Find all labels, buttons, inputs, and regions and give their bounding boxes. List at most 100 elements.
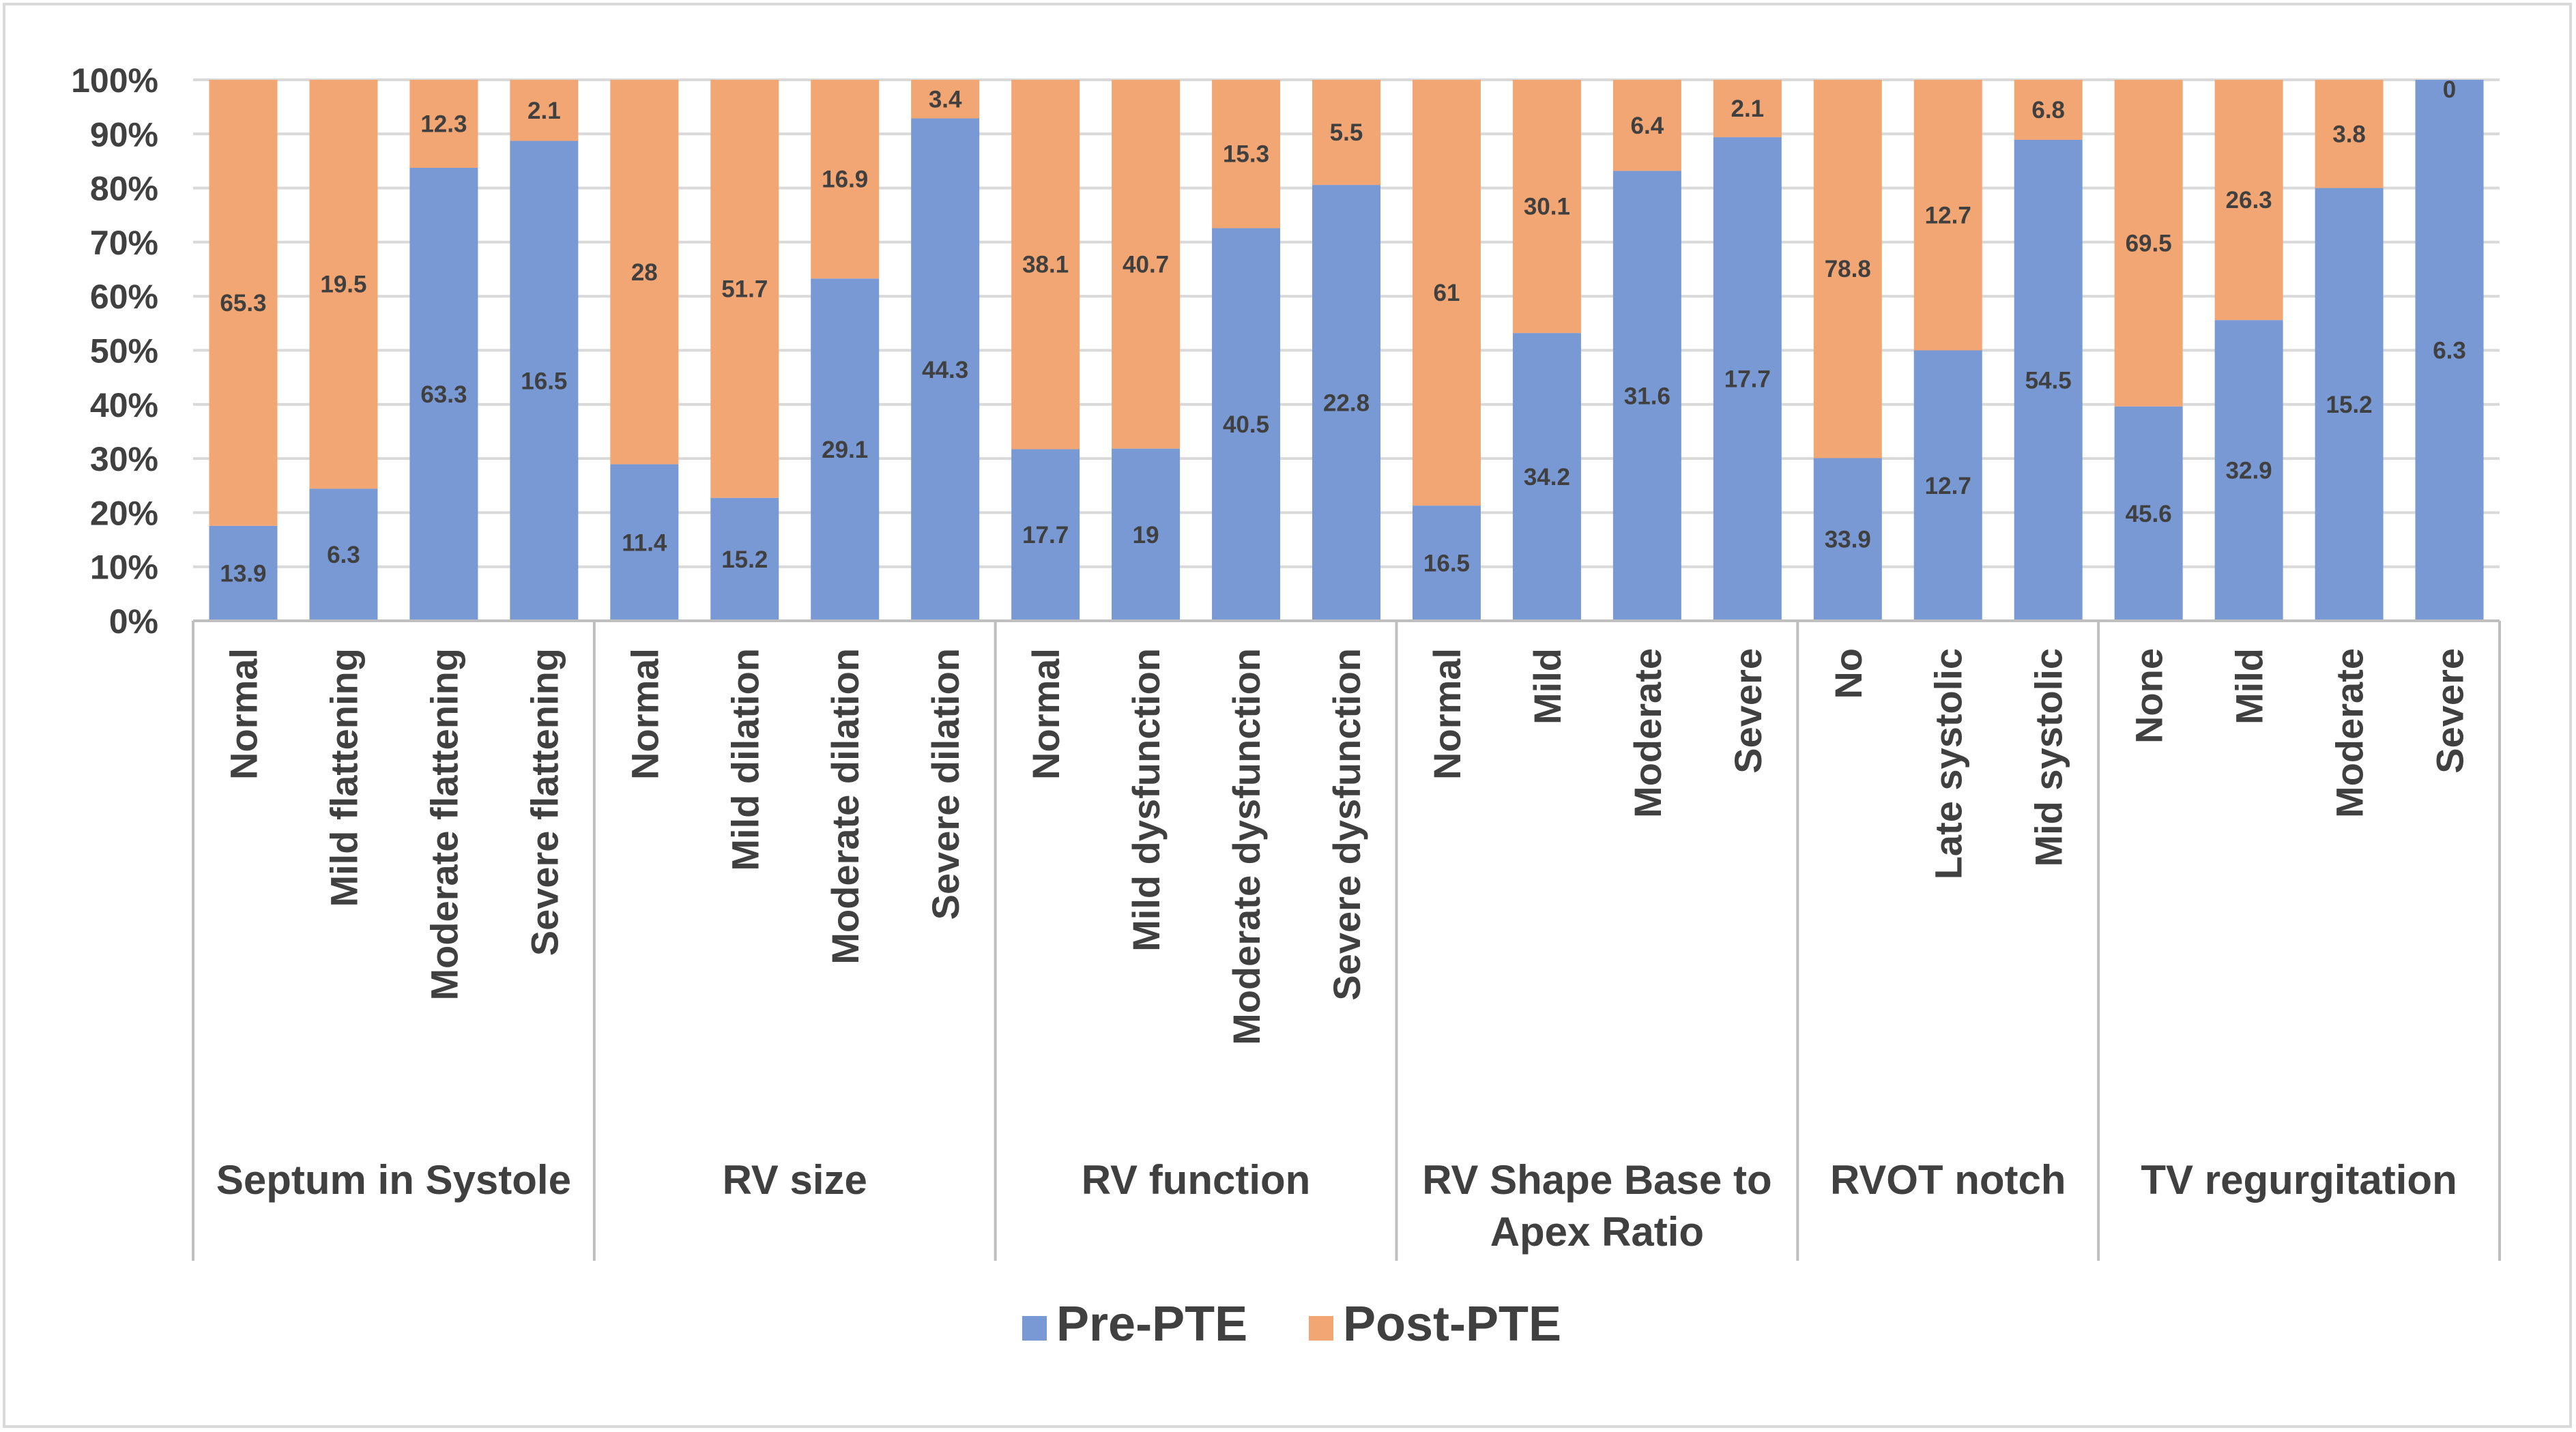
category-axis: Normal Mild flattening Moderate flattening… bbox=[192, 619, 2501, 1261]
data-label-post-pte: 26.3 bbox=[2226, 187, 2272, 214]
data-label-post-pte: 3.8 bbox=[2332, 121, 2366, 147]
category-label-normal: Normal bbox=[1024, 648, 1067, 780]
bar-post-pte-rv-function-moderate-dysfunction bbox=[1212, 80, 1281, 229]
data-label-post-pte: 0 bbox=[2443, 76, 2456, 103]
bar-pre-pte-rvot-notch-mid-systolic bbox=[2014, 139, 2083, 621]
bar-pre-pte-rv-size-moderate-dilation bbox=[811, 278, 880, 621]
bar-post-pte-rv-function-severe-dysfunction bbox=[1312, 80, 1380, 186]
bar-pre-pte-septum-in-systole-severe-flattening bbox=[510, 141, 579, 622]
category-label-normal: Normal bbox=[623, 648, 666, 780]
category-label-mid-systolic: Mid systolic bbox=[2027, 648, 2070, 867]
bar-post-pte-rv-function-mild-dysfunction bbox=[1112, 80, 1181, 449]
data-label-post-pte: 3.4 bbox=[929, 86, 962, 113]
bar-post-pte-rv-size-severe-dilation bbox=[911, 80, 980, 119]
bars bbox=[209, 80, 2484, 622]
y-tick-label: 20% bbox=[90, 494, 158, 532]
bar-pre-pte-tv-regurgitation-severe bbox=[2415, 80, 2484, 621]
bar-pre-pte-septum-in-systole-moderate-flattening bbox=[409, 168, 478, 621]
bar-post-pte-rv-size-mild-dilation bbox=[710, 80, 779, 498]
data-label-post-pte: 6.8 bbox=[2031, 97, 2065, 123]
category-label-late-systolic: Late systolic bbox=[1927, 648, 1970, 879]
bar-post-pte-tv-regurgitation-none bbox=[2114, 80, 2183, 407]
category-label-normal: Normal bbox=[1426, 648, 1468, 780]
bar-post-pte-septum-in-systole-moderate-flattening bbox=[409, 80, 478, 169]
data-label-pre-pte: 22.8 bbox=[1323, 390, 1370, 417]
category-label-normal: Normal bbox=[222, 648, 265, 780]
bar-pre-pte-septum-in-systole-mild-flattening bbox=[309, 488, 378, 621]
legend-label-pre-pte: Pre-PTE bbox=[1056, 1297, 1247, 1351]
category-label-moderate: Moderate bbox=[2328, 648, 2371, 818]
category-label-severe-flattening: Severe flattening bbox=[523, 648, 566, 956]
bar-post-pte-rv-size-moderate-dilation bbox=[811, 80, 880, 279]
data-label-post-pte: 5.5 bbox=[1330, 119, 1363, 146]
bar-pre-pte-rv-size-mild-dilation bbox=[710, 497, 779, 621]
data-label-pre-pte: 34.2 bbox=[1524, 464, 1570, 491]
category-label-severe: Severe bbox=[2429, 648, 2472, 774]
data-label-pre-pte: 31.6 bbox=[1624, 383, 1670, 409]
data-label-post-pte: 19.5 bbox=[320, 272, 366, 298]
data-label-post-pte: 30.1 bbox=[1524, 194, 1570, 220]
category-label-mild-flattening: Mild flattening bbox=[322, 648, 365, 907]
group-label-septum-in-systole: Septum in Systole bbox=[216, 1157, 571, 1203]
data-label-post-pte: 6.4 bbox=[1631, 113, 1664, 139]
data-label-pre-pte: 32.9 bbox=[2226, 458, 2272, 484]
data-label-post-pte: 65.3 bbox=[220, 290, 266, 317]
category-label-moderate-dysfunction: Moderate dysfunction bbox=[1225, 648, 1268, 1045]
group-label-rv-shape-base-to-apex-ratio: RV Shape Base to bbox=[1422, 1157, 1771, 1203]
bar-pre-pte-tv-regurgitation-moderate bbox=[2315, 188, 2384, 622]
category-label-mild: Mild bbox=[2228, 648, 2271, 725]
data-label-pre-pte: 63.3 bbox=[420, 381, 467, 408]
y-tick-label: 0% bbox=[109, 602, 158, 641]
bar-pre-pte-tv-regurgitation-mild bbox=[2214, 320, 2283, 621]
data-label-pre-pte: 16.5 bbox=[521, 368, 567, 394]
y-tick-label: 100% bbox=[71, 61, 158, 100]
y-tick-label: 60% bbox=[90, 278, 158, 316]
y-tick-label: 30% bbox=[90, 440, 158, 478]
data-label-post-pte: 69.5 bbox=[2126, 230, 2172, 257]
bar-post-pte-rvot-notch-no bbox=[1813, 80, 1882, 458]
data-label-pre-pte: 11.4 bbox=[622, 529, 667, 556]
data-label-pre-pte: 44.3 bbox=[922, 357, 968, 383]
data-label-pre-pte: 6.3 bbox=[2433, 338, 2466, 364]
bar-pre-pte-septum-in-systole-normal bbox=[209, 525, 278, 621]
group-label-rv-function: RV function bbox=[1082, 1157, 1311, 1203]
y-axis-ticks: 0% 10% 20% 30% 40% 50% 60% 70% 80% 90% 100% bbox=[71, 61, 158, 641]
y-tick-label: 40% bbox=[90, 386, 158, 424]
bar-pre-pte-tv-regurgitation-none bbox=[2114, 406, 2183, 621]
bar-post-pte-rv-shape-base-to-apex-ratio-mild bbox=[1512, 80, 1581, 334]
group-label-rv-size: RV size bbox=[723, 1157, 867, 1203]
bar-pre-pte-rv-shape-base-to-apex-ratio-moderate bbox=[1612, 171, 1681, 622]
bar-post-pte-tv-regurgitation-moderate bbox=[2315, 80, 2384, 188]
data-label-post-pte: 12.7 bbox=[1925, 202, 1971, 229]
y-tick-label: 70% bbox=[90, 224, 158, 262]
y-tick-label: 50% bbox=[90, 332, 158, 370]
category-label-severe-dilation: Severe dilation bbox=[924, 648, 967, 920]
category-label-mild: Mild bbox=[1526, 648, 1569, 725]
group-label-rv-shape-base-to-apex-ratio: Apex Ratio bbox=[1490, 1209, 1704, 1255]
category-label-moderate: Moderate bbox=[1626, 648, 1669, 818]
bar-pre-pte-rv-function-moderate-dysfunction bbox=[1212, 228, 1281, 621]
bar-pre-pte-rv-size-severe-dilation bbox=[911, 118, 980, 621]
data-label-post-pte: 12.3 bbox=[420, 111, 467, 138]
bar-pre-pte-rvot-notch-no bbox=[1813, 458, 1882, 621]
data-label-pre-pte: 17.7 bbox=[1022, 522, 1069, 549]
bar-post-pte-tv-regurgitation-mild bbox=[2214, 80, 2283, 321]
data-label-pre-pte: 6.3 bbox=[327, 542, 360, 568]
bar-post-pte-rv-shape-base-to-apex-ratio-severe bbox=[1713, 80, 1782, 138]
legend: Pre-PTE Post-PTE bbox=[1022, 1297, 1561, 1351]
bar-pre-pte-rv-size-normal bbox=[610, 464, 679, 621]
bar-post-pte-rv-shape-base-to-apex-ratio-normal bbox=[1412, 80, 1481, 506]
y-tick-label: 80% bbox=[90, 170, 158, 208]
legend-label-post-pte: Post-PTE bbox=[1343, 1297, 1561, 1351]
bar-post-pte-septum-in-systole-normal bbox=[209, 80, 278, 526]
data-label-post-pte: 78.8 bbox=[1825, 256, 1871, 282]
bar-pre-pte-rv-function-normal bbox=[1011, 449, 1080, 621]
bar-pre-pte-rvot-notch-late-systolic bbox=[1913, 350, 1982, 621]
data-label-pre-pte: 40.5 bbox=[1223, 411, 1269, 438]
group-label-tv-regurgitation: TV regurgitation bbox=[2141, 1157, 2457, 1203]
bar-post-pte-rv-function-normal bbox=[1011, 80, 1080, 450]
category-label-mild-dysfunction: Mild dysfunction bbox=[1125, 648, 1168, 952]
data-label-pre-pte: 16.5 bbox=[1423, 551, 1470, 577]
bar-post-pte-septum-in-systole-severe-flattening bbox=[510, 80, 579, 141]
